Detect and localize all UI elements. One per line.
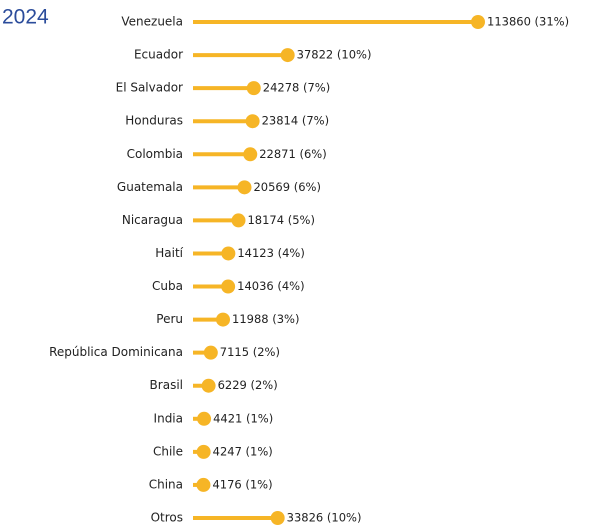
dot — [221, 279, 236, 294]
value-label: 113860 (31%) — [487, 15, 569, 29]
category-label: Brasil — [150, 378, 183, 392]
category-label: Ecuador — [134, 48, 183, 62]
dot — [196, 477, 211, 492]
category-label: El Salvador — [116, 81, 183, 95]
dot — [270, 511, 285, 525]
value-label: 23814 (7%) — [262, 114, 329, 128]
value-label: 6229 (2%) — [218, 378, 278, 392]
category-label: República Dominicana — [49, 345, 183, 359]
dot — [197, 411, 212, 426]
dot — [203, 345, 218, 360]
dot — [245, 114, 260, 129]
category-label: Cuba — [152, 279, 183, 293]
value-label: 11988 (3%) — [232, 312, 299, 326]
category-label: Colombia — [127, 147, 183, 161]
category-label: Otros — [151, 511, 183, 525]
category-label: Chile — [153, 444, 183, 458]
dot — [221, 246, 236, 261]
value-label: 4247 (1%) — [213, 444, 273, 458]
dot — [231, 213, 246, 228]
dot — [243, 147, 258, 162]
dot — [471, 15, 485, 29]
dot — [201, 378, 216, 393]
category-label: Honduras — [125, 114, 183, 128]
category-label: India — [154, 411, 183, 425]
value-label: 4421 (1%) — [213, 411, 273, 425]
value-label: 7115 (2%) — [220, 345, 280, 359]
value-label: 14036 (4%) — [237, 279, 304, 293]
value-label: 14123 (4%) — [237, 246, 304, 260]
chart-title: 2024 — [2, 6, 49, 29]
category-label: China — [149, 477, 183, 491]
value-label: 18174 (5%) — [247, 213, 314, 227]
value-label: 22871 (6%) — [259, 147, 326, 161]
category-label: Guatemala — [117, 180, 183, 194]
category-label: Nicaragua — [122, 213, 183, 227]
dot — [216, 312, 231, 327]
value-label: 24278 (7%) — [263, 81, 330, 95]
category-label: Peru — [156, 312, 183, 326]
category-label: Venezuela — [121, 15, 183, 29]
value-label: 37822 (10%) — [297, 48, 372, 62]
dot — [237, 180, 252, 195]
value-label: 20569 (6%) — [253, 180, 320, 194]
category-label: Haití — [155, 246, 183, 260]
dot — [246, 81, 261, 96]
value-label: 33826 (10%) — [287, 511, 362, 525]
dot — [196, 444, 211, 459]
dot — [280, 48, 295, 63]
value-label: 4176 (1%) — [212, 477, 272, 491]
